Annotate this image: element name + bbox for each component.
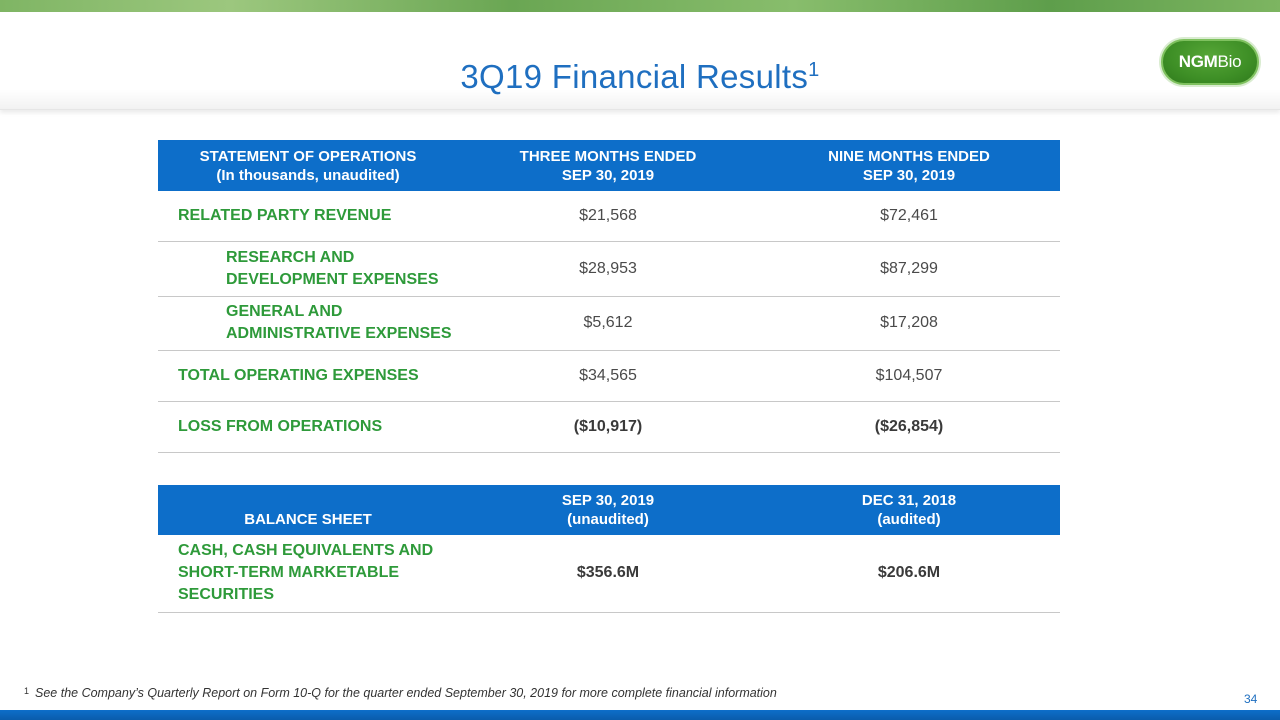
header-balance-sheet: BALANCE SHEET: [158, 485, 458, 535]
table-row: LOSS FROM OPERATIONS ($10,917) ($26,854): [158, 401, 1060, 453]
bottom-decorative-bar: [0, 710, 1280, 720]
title-footnote-marker: 1: [808, 59, 820, 81]
three-months-value: $21,568: [458, 191, 758, 242]
row-label: TOTAL OPERATING EXPENSES: [158, 350, 458, 402]
header-three-months: THREE MONTHS ENDED SEP 30, 2019: [458, 140, 758, 191]
row-label: RESEARCH AND DEVELOPMENT EXPENSES: [158, 241, 458, 297]
logo-text-regular: Bio: [1217, 52, 1242, 71]
row-label: GENERAL AND ADMINISTRATIVE EXPENSES: [158, 296, 458, 351]
header-statement-of-operations: STATEMENT OF OPERATIONS (In thousands, un…: [158, 140, 458, 191]
footnote-text: See the Company’s Quarterly Report on Fo…: [35, 686, 777, 700]
footnote: 1 See the Company’s Quarterly Report on F…: [24, 686, 777, 700]
row-label: CASH, CASH EQUIVALENTS AND SHORT-TERM MAR…: [158, 535, 458, 613]
ngmbio-logo: NGM Bio: [1161, 39, 1259, 85]
table-row: RESEARCH AND DEVELOPMENT EXPENSES $28,953…: [158, 241, 1060, 297]
table-header-row: BALANCE SHEET SEP 30, 2019 (unaudited) DE…: [158, 485, 1060, 535]
header-sep-2019: SEP 30, 2019 (unaudited): [458, 485, 758, 535]
title-text: 3Q19 Financial Results: [460, 58, 809, 95]
table-row: GENERAL AND ADMINISTRATIVE EXPENSES $5,61…: [158, 296, 1060, 351]
table-row: TOTAL OPERATING EXPENSES $34,565 $104,50…: [158, 350, 1060, 402]
statement-of-operations-table: STATEMENT OF OPERATIONS (In thousands, un…: [158, 140, 1060, 453]
logo-text-bold: NGM: [1178, 52, 1218, 71]
nine-months-value: $87,299: [758, 241, 1060, 297]
header-nine-months: NINE MONTHS ENDED SEP 30, 2019: [758, 140, 1060, 191]
three-months-value: ($10,917): [458, 401, 758, 453]
table-header-row: STATEMENT OF OPERATIONS (In thousands, un…: [158, 140, 1060, 191]
page-number: 34: [1244, 692, 1258, 706]
nine-months-value: $17,208: [758, 296, 1060, 351]
header-dec-2018: DEC 31, 2018 (audited): [758, 485, 1060, 535]
three-months-value: $28,953: [458, 241, 758, 297]
footnote-marker: 1: [24, 686, 30, 696]
nine-months-value: ($26,854): [758, 401, 1060, 453]
table-row: RELATED PARTY REVENUE $21,568 $72,461: [158, 191, 1060, 242]
balance-sheet-table: BALANCE SHEET SEP 30, 2019 (unaudited) DE…: [158, 485, 1060, 613]
table-row: CASH, CASH EQUIVALENTS AND SHORT-TERM MAR…: [158, 535, 1060, 613]
slide-title: 3Q19 Financial Results1: [0, 58, 1280, 96]
dec-2018-value: $206.6M: [758, 535, 1060, 613]
nine-months-value: $72,461: [758, 191, 1060, 242]
slide-header: [0, 12, 1280, 110]
nine-months-value: $104,507: [758, 350, 1060, 402]
three-months-value: $5,612: [458, 296, 758, 351]
row-label: RELATED PARTY REVENUE: [158, 191, 458, 242]
sep-2019-value: $356.6M: [458, 535, 758, 613]
three-months-value: $34,565: [458, 350, 758, 402]
top-decorative-band: [0, 0, 1280, 12]
row-label: LOSS FROM OPERATIONS: [158, 401, 458, 453]
